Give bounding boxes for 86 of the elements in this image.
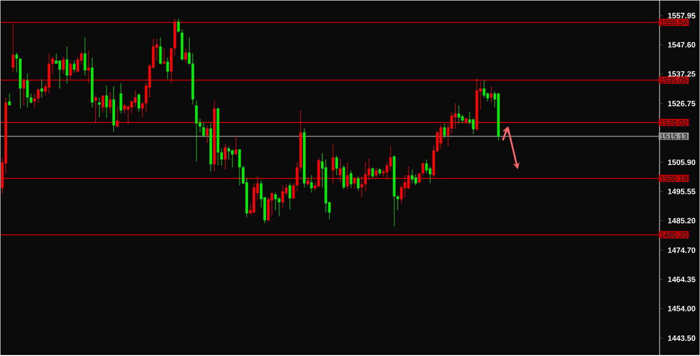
candlestick — [170, 48, 173, 84]
candlestick — [162, 48, 166, 65]
candlestick — [410, 169, 414, 184]
candlestick — [472, 118, 475, 135]
candlestick — [105, 86, 108, 118]
candlestick — [238, 149, 241, 186]
candlestick — [468, 112, 471, 126]
candlestick — [188, 37, 191, 65]
candlestick — [202, 122, 205, 138]
candlestick — [72, 60, 76, 73]
candlestick — [360, 176, 364, 198]
candlestick — [371, 167, 374, 178]
candlestick — [40, 79, 44, 98]
candlestick — [292, 183, 295, 200]
candlestick — [414, 174, 418, 186]
candlestick — [440, 124, 442, 149]
candlestick — [346, 162, 349, 190]
candlestick — [450, 112, 453, 134]
candlestick — [166, 57, 169, 80]
candlestick — [482, 80, 486, 98]
candlestick — [310, 175, 313, 193]
candlestick — [486, 92, 489, 102]
candlestick — [66, 46, 68, 84]
candlestick — [51, 56, 54, 74]
candlestick — [33, 93, 36, 108]
candlestick — [224, 143, 226, 170]
candlestick — [58, 60, 62, 89]
candlestick — [159, 37, 162, 65]
candlestick — [454, 103, 457, 129]
candlestick — [12, 24, 14, 73]
candlestick — [267, 197, 270, 222]
candlestick — [76, 57, 80, 73]
candlestick — [48, 53, 50, 94]
candlestick — [177, 18, 180, 34]
candlestick — [126, 105, 130, 126]
candlestick — [350, 170, 352, 189]
candlestick — [368, 158, 370, 181]
candlestick — [288, 183, 292, 210]
candlestick — [69, 60, 72, 80]
candlestick — [123, 103, 126, 114]
candlestick — [220, 148, 223, 166]
candlestick — [26, 73, 29, 108]
candlestick — [120, 83, 122, 114]
candlestick — [234, 135, 238, 155]
candlestick — [134, 90, 137, 107]
candlestick — [227, 146, 230, 160]
candlestick — [98, 97, 101, 118]
candlestick — [22, 78, 26, 106]
candlestick — [400, 185, 403, 204]
candlestick — [108, 92, 112, 114]
candlestick — [206, 125, 208, 144]
candlestick — [278, 197, 280, 217]
candlestick — [84, 37, 86, 76]
candlestick — [461, 114, 464, 124]
candlestick — [422, 162, 424, 176]
candlestick — [274, 192, 277, 211]
candlestick — [281, 185, 284, 208]
candlestick — [195, 100, 198, 162]
candlestick — [338, 158, 342, 183]
candlestick — [87, 50, 90, 84]
candlestick — [404, 175, 406, 198]
candlestick — [130, 100, 133, 114]
candlestick — [102, 95, 104, 113]
candlestick — [374, 167, 378, 178]
candlestick — [356, 176, 360, 191]
candlestick — [184, 48, 187, 63]
candlestick — [94, 95, 98, 124]
candlestick — [443, 123, 446, 139]
candlestick — [332, 144, 334, 184]
candlestick — [231, 149, 234, 168]
candlestick — [389, 146, 392, 171]
candlestick — [141, 102, 144, 118]
candlestick — [296, 162, 298, 192]
candlestick — [342, 165, 346, 190]
candlestick — [116, 106, 119, 128]
candlestick — [15, 52, 18, 73]
candlestick — [62, 56, 65, 74]
candlestick — [458, 105, 460, 124]
candlestick — [335, 155, 338, 176]
candlestick — [428, 166, 432, 184]
candlestick — [353, 177, 356, 189]
candlestick — [425, 159, 428, 174]
candlestick — [138, 93, 140, 112]
candlestick — [364, 162, 367, 192]
candlestick — [36, 88, 40, 104]
candlestick — [490, 86, 493, 104]
